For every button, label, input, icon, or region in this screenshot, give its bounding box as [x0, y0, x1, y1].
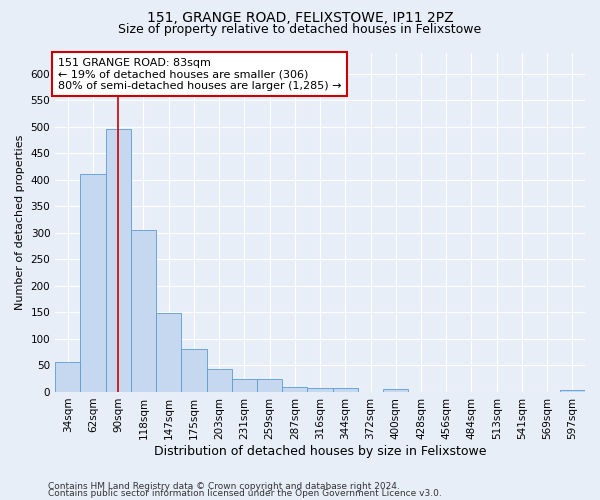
Bar — [206, 368, 232, 392]
Bar — [106, 130, 131, 392]
Text: Contains public sector information licensed under the Open Government Licence v3: Contains public sector information licen… — [48, 490, 442, 498]
Bar — [181, 349, 206, 392]
Bar — [560, 390, 585, 392]
Bar — [55, 362, 80, 392]
Bar — [282, 386, 307, 392]
Bar — [80, 174, 106, 392]
Bar — [307, 388, 332, 392]
Text: Contains HM Land Registry data © Crown copyright and database right 2024.: Contains HM Land Registry data © Crown c… — [48, 482, 400, 491]
Bar — [383, 390, 409, 392]
Bar — [232, 379, 257, 392]
Text: 151 GRANGE ROAD: 83sqm
← 19% of detached houses are smaller (306)
80% of semi-de: 151 GRANGE ROAD: 83sqm ← 19% of detached… — [58, 58, 341, 91]
Bar — [156, 314, 181, 392]
Bar — [131, 230, 156, 392]
Text: Size of property relative to detached houses in Felixstowe: Size of property relative to detached ho… — [118, 22, 482, 36]
Bar — [257, 379, 282, 392]
X-axis label: Distribution of detached houses by size in Felixstowe: Distribution of detached houses by size … — [154, 444, 487, 458]
Bar — [332, 388, 358, 392]
Y-axis label: Number of detached properties: Number of detached properties — [15, 134, 25, 310]
Text: 151, GRANGE ROAD, FELIXSTOWE, IP11 2PZ: 151, GRANGE ROAD, FELIXSTOWE, IP11 2PZ — [146, 11, 454, 25]
